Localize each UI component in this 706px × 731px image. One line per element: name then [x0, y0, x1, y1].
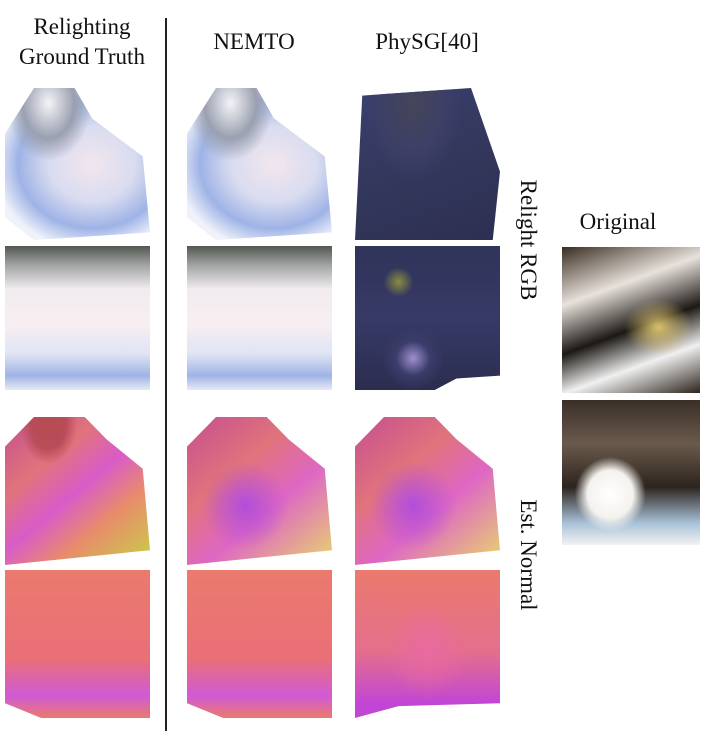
row-label: Est. Normal: [516, 499, 541, 611]
image: [5, 570, 150, 718]
image: [355, 246, 500, 390]
image: [187, 570, 332, 718]
image: [5, 246, 150, 390]
image: [562, 400, 700, 545]
image: [355, 417, 500, 565]
image: [562, 247, 700, 393]
image: [355, 570, 500, 718]
image: [187, 88, 332, 240]
image: [187, 246, 332, 390]
image: [5, 417, 150, 565]
column-header: Relighting: [33, 14, 131, 39]
column-header: PhySG[40]: [375, 29, 479, 54]
column-header: NEMTO: [213, 29, 295, 54]
image: [187, 417, 332, 565]
column-header: Ground Truth: [19, 44, 145, 69]
row-label: Relight RGB: [516, 179, 541, 301]
image: [5, 88, 150, 240]
divider: [165, 18, 167, 731]
original-label: Original: [579, 209, 657, 234]
image: [355, 88, 500, 240]
